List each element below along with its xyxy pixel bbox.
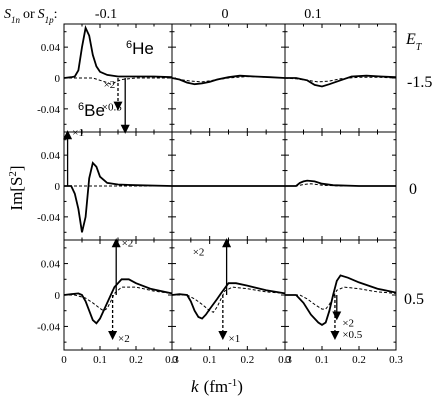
- panel-r0-c1: [171, 23, 286, 133]
- species-mass-number: 6: [126, 39, 132, 51]
- curve-he6-solid: [63, 278, 173, 325]
- parameter-or: or: [23, 7, 35, 22]
- curve-he6-solid: [171, 282, 286, 320]
- x-tick-label: 0: [61, 354, 67, 366]
- panel-frame: [284, 239, 397, 351]
- curve-he6-solid: [171, 74, 286, 86]
- panel-grid: 0.04 0 -0.04 0.04 0 -0.04 0.04 0 -0.04 0 0.1 0.2 0.3…: [37, 23, 403, 366]
- curve-be6-dashed: [285, 286, 397, 310]
- curve-he6-solid: [285, 274, 397, 326]
- y-tick-label: -0.04: [37, 104, 60, 116]
- x-tick-label: 0.1: [203, 354, 217, 366]
- x-axis-label-symbol: k: [191, 377, 199, 396]
- x-axis-label-unit-close: ): [237, 377, 243, 396]
- x-tick-label: 0.2: [352, 354, 366, 366]
- row-label-0: -1.5: [407, 74, 432, 91]
- row-label-1: 0: [409, 181, 417, 198]
- row-header-symbol: E: [405, 31, 416, 48]
- scale-factor-label: ×2: [118, 333, 130, 345]
- y-tick-label: -0.04: [37, 321, 60, 333]
- y-tick-label: 0.04: [41, 259, 61, 271]
- scale-factor-label: ×2: [122, 237, 134, 249]
- y-tick-label: 0.04: [41, 150, 61, 162]
- y-axis-label-text: Im[S: [7, 177, 26, 211]
- row-label-2: 0.5: [404, 291, 424, 308]
- parameter-symbol-2: S: [38, 7, 45, 22]
- y-axis-label-close: ]: [7, 165, 26, 171]
- column-label-1: 0: [222, 7, 229, 22]
- y-tick-label: 0: [55, 290, 61, 302]
- y-axis-label-sup: 2: [7, 171, 19, 177]
- x-tick-label: 0: [172, 354, 178, 366]
- x-tick-label: 0.1: [315, 354, 329, 366]
- y-tick-label: -0.04: [37, 212, 60, 224]
- species-symbol: He: [132, 39, 154, 58]
- species-label-be: 6Be: [78, 101, 105, 120]
- species-symbol: Be: [84, 101, 105, 120]
- x-tick-label: 0.3: [278, 354, 292, 366]
- y-tick-label: 0.04: [41, 42, 61, 54]
- x-tick-label: 0.2: [129, 354, 143, 366]
- curve-he6-solid: [285, 74, 397, 88]
- scale-factor-label: ×0.5: [102, 101, 122, 113]
- parameter-subscript-2: 1p: [45, 15, 55, 25]
- x-tick-label: 0: [285, 354, 291, 366]
- curve-he6-solid: [63, 24, 173, 79]
- y-axis-label: Im[S2]: [7, 165, 26, 210]
- column-label-2: 0.1: [304, 7, 322, 22]
- panel-r0-c2: [284, 23, 397, 133]
- parameter-label: S1n or S1p:: [4, 7, 58, 25]
- panel-r1-c2: [284, 131, 397, 241]
- row-header-subscript: T: [416, 42, 423, 53]
- parameter-subscript-1: 1n: [11, 15, 21, 25]
- panel-r2-c1: 0 0.1 0.2 0.3: [171, 239, 292, 366]
- x-tick-label: 0.2: [240, 354, 254, 366]
- curve-be6-dashed: [284, 76, 397, 83]
- panel-r1-c0: 0.04 0 -0.04: [37, 131, 173, 241]
- row-header: ET: [405, 31, 423, 53]
- curve-be6-dashed: [64, 286, 173, 312]
- curve-he6-solid: [285, 179, 396, 187]
- parameter-symbol-1: S: [4, 7, 11, 22]
- curve-be6-dashed: [64, 77, 172, 85]
- panel-r2-c0: 0.04 0 -0.04 0 0.1 0.2 0.3: [37, 239, 179, 366]
- panel-frame: [284, 23, 397, 133]
- x-axis-label-unit: (fm: [204, 377, 229, 396]
- x-tick-label: 0.1: [93, 354, 107, 366]
- curve-he6-solid: [64, 161, 173, 233]
- y-tick-label: 0: [55, 181, 61, 193]
- scale-factor-label: ×1: [229, 333, 241, 345]
- x-axis-label: k (fm-1): [191, 377, 243, 396]
- scale-factor-label: ×2: [193, 247, 205, 259]
- x-axis-label-unit-sup: -1: [228, 377, 237, 389]
- scale-factor-label: ×2: [104, 79, 116, 91]
- species-mass-number: 6: [78, 101, 84, 113]
- panel-r1-c1: [171, 131, 286, 241]
- scale-factor-label: ×0.5: [342, 329, 362, 341]
- x-tick-label: 0.3: [165, 354, 179, 366]
- y-tick-label: 0: [55, 73, 61, 85]
- panel-r2-c2: 0 0.1 0.2 0.3: [284, 239, 403, 366]
- x-tick-label: 0.3: [389, 354, 403, 366]
- column-label-0: -0.1: [95, 7, 117, 22]
- species-label-he: 6He: [126, 39, 154, 58]
- parameter-colon: :: [54, 7, 58, 22]
- scale-factor-label: ×2: [342, 317, 354, 329]
- scale-factor-label: ×1: [72, 127, 84, 139]
